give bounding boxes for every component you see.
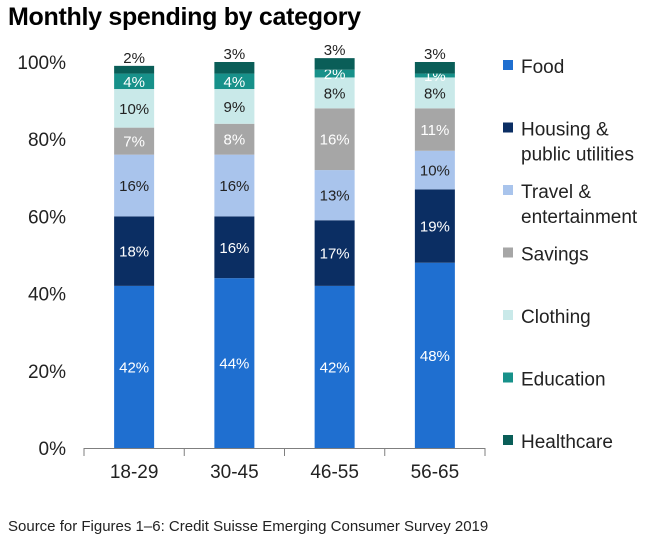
legend-label-housing-public-utilities: public utilities xyxy=(521,145,634,166)
data-label-housing-public-utilities: 17% xyxy=(320,246,350,263)
bar-segment-healthcare-46-55 xyxy=(314,58,355,70)
bar-segment-housing-public-utilities-30-45 xyxy=(214,216,255,279)
y-tick-label: 40% xyxy=(28,285,66,306)
data-label-food: 42% xyxy=(119,359,149,376)
legend-swatch-healthcare xyxy=(503,435,513,445)
bar-segment-food-18-29 xyxy=(114,285,155,448)
bar-segment-housing-public-utilities-46-55 xyxy=(314,220,355,286)
bar-segment-savings-30-45 xyxy=(214,123,255,155)
bar-segment-clothing-46-55 xyxy=(314,77,355,109)
bar-segment-travel-entertainment-30-45 xyxy=(214,154,255,217)
data-label-housing-public-utilities: 19% xyxy=(420,219,450,236)
data-label-education: 4% xyxy=(224,74,246,91)
bar-segment-food-30-45 xyxy=(214,278,255,448)
data-label-housing-public-utilities: 16% xyxy=(219,240,249,257)
chart-title: Monthly spending by category xyxy=(8,3,361,31)
data-label-savings: 8% xyxy=(224,132,246,149)
bar-segment-housing-public-utilities-18-29 xyxy=(114,216,155,286)
bar-segment-savings-56-65 xyxy=(414,108,455,151)
y-tick-label: 80% xyxy=(28,130,66,151)
data-label-food: 48% xyxy=(420,348,450,365)
legend-swatch-clothing xyxy=(503,310,513,320)
data-label-travel-entertainment: 16% xyxy=(119,178,149,195)
data-label-savings: 16% xyxy=(320,132,350,149)
y-tick-label: 20% xyxy=(28,362,66,383)
bar-segment-housing-public-utilities-56-65 xyxy=(414,189,455,263)
x-tick-label: 18-29 xyxy=(110,462,159,483)
data-label-travel-entertainment: 16% xyxy=(219,178,249,195)
bar-segment-education-30-45 xyxy=(214,73,255,90)
source-note: Source for Figures 1–6: Credit Suisse Em… xyxy=(8,518,489,535)
x-tick-label: 30-45 xyxy=(210,462,259,483)
bars: 42% 18% 16% 7% 10% 4% 2% 44% 16% 16% 8% 9% 4% 3% 42% 17… xyxy=(114,42,455,448)
legend-label-clothing: Clothing xyxy=(521,307,591,328)
data-label-clothing: 9% xyxy=(224,99,246,116)
x-tick-label: 56-65 xyxy=(411,462,460,483)
legend: Food Housing & public utilities Travel & ent… xyxy=(503,57,638,453)
data-label-education: 2% xyxy=(324,66,346,83)
data-label-clothing: 10% xyxy=(119,101,149,118)
data-label-clothing: 8% xyxy=(324,85,346,102)
data-label-healthcare: 3% xyxy=(424,46,446,63)
legend-swatch-savings xyxy=(503,247,513,258)
y-tick-label: 0% xyxy=(39,439,67,460)
bar-segment-travel-entertainment-56-65 xyxy=(414,150,455,190)
legend-swatch-education xyxy=(503,372,513,383)
data-label-healthcare: 2% xyxy=(123,50,145,67)
data-label-savings: 7% xyxy=(123,134,145,151)
legend-swatch-food xyxy=(503,60,513,70)
bar-segment-healthcare-56-65 xyxy=(414,62,455,74)
data-label-food: 44% xyxy=(219,356,249,373)
bar-segment-education-18-29 xyxy=(114,73,155,90)
x-tick-label: 46-55 xyxy=(310,462,359,483)
data-label-education: 4% xyxy=(123,74,145,91)
data-label-travel-entertainment: 13% xyxy=(320,188,350,205)
bar-segment-savings-18-29 xyxy=(114,127,155,155)
data-label-food: 42% xyxy=(320,359,350,376)
bar-segment-education-56-65 xyxy=(414,73,455,78)
legend-label-healthcare: Healthcare xyxy=(521,432,613,453)
bar-segment-clothing-30-45 xyxy=(214,89,255,124)
bar-segment-healthcare-18-29 xyxy=(114,65,155,74)
data-label-healthcare: 3% xyxy=(324,42,346,59)
bar-segment-travel-entertainment-46-55 xyxy=(314,170,355,221)
data-label-clothing: 8% xyxy=(424,85,446,102)
x-axis: 18-29 30-45 46-55 56-65 xyxy=(83,448,486,483)
bar-segment-savings-46-55 xyxy=(314,108,355,171)
y-axis-labels: 0% 20% 40% 60% 80% 100% xyxy=(17,53,66,460)
y-tick-label: 100% xyxy=(17,53,66,74)
data-label-savings: 11% xyxy=(420,122,449,139)
bar-segment-clothing-18-29 xyxy=(114,89,155,128)
legend-swatch-travel-entertainment xyxy=(503,185,513,195)
bar-segment-education-46-55 xyxy=(314,69,355,78)
bar-segment-food-46-55 xyxy=(314,285,355,448)
legend-label-food: Food xyxy=(521,57,564,78)
y-tick-label: 60% xyxy=(28,207,66,228)
data-label-travel-entertainment: 10% xyxy=(420,163,450,180)
legend-label-housing-public-utilities: Housing & xyxy=(521,120,609,141)
data-label-housing-public-utilities: 18% xyxy=(119,244,149,261)
legend-label-travel-entertainment: entertainment xyxy=(521,207,638,228)
legend-label-savings: Savings xyxy=(521,245,589,266)
bar-segment-travel-entertainment-18-29 xyxy=(114,154,155,217)
legend-label-education: Education xyxy=(521,370,606,391)
legend-swatch-housing-public-utilities xyxy=(503,122,513,133)
bar-segment-clothing-56-65 xyxy=(414,77,455,109)
data-label-healthcare: 3% xyxy=(224,46,246,63)
bar-segment-healthcare-30-45 xyxy=(214,62,255,74)
bar-segment-food-56-65 xyxy=(414,262,455,448)
legend-label-travel-entertainment: Travel & xyxy=(521,182,591,203)
